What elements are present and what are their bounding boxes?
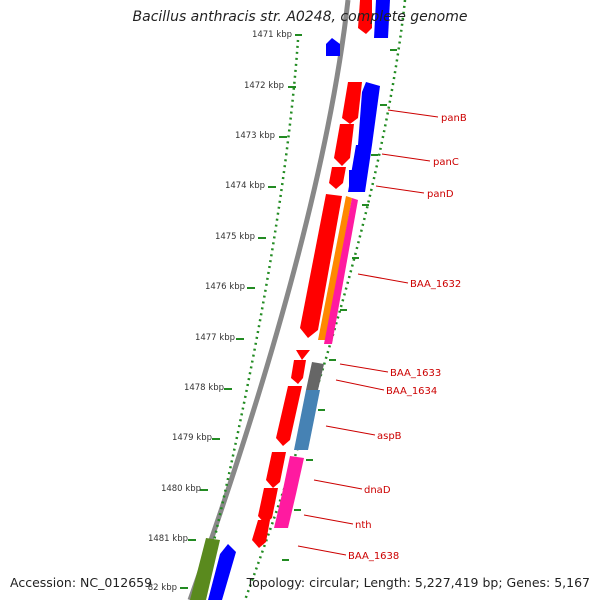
feature-arrow[interactable] — [276, 386, 302, 446]
gene-labels: panB panC panD BAA_1632 BAA_1633 BAA_163… — [348, 113, 467, 562]
gene-label-leaders — [297, 109, 439, 556]
feature-arrow[interactable] — [282, 456, 304, 494]
feature-arrow[interactable] — [208, 544, 236, 600]
inner-ruler — [198, 39, 300, 601]
feature-arrow[interactable] — [318, 196, 352, 340]
accession-label: Accession: NC_012659 — [10, 575, 153, 590]
gene-label[interactable]: BAA_1632 — [410, 279, 461, 290]
feature-arrow[interactable] — [334, 124, 354, 166]
tick-label: 1477 kbp — [195, 333, 235, 343]
gene-label[interactable]: nth — [355, 520, 372, 531]
feature-arrow[interactable] — [274, 494, 296, 528]
tick-label: 1478 kbp — [184, 383, 224, 393]
gene-label[interactable]: dnaD — [364, 485, 391, 496]
gene-label[interactable]: aspB — [377, 431, 402, 442]
gene-label[interactable]: BAA_1633 — [390, 368, 441, 379]
feature-arrow[interactable] — [329, 167, 346, 189]
feature-arrow[interactable] — [342, 82, 362, 124]
feature-arrow[interactable] — [300, 194, 342, 338]
gene-label[interactable]: panC — [433, 157, 459, 168]
ruler-tick-labels: 1471 kbp 1472 kbp 1473 kbp 1474 kbp 1475… — [148, 30, 292, 593]
gene-label[interactable]: BAA_1638 — [348, 551, 399, 562]
tick-label: 1473 kbp — [235, 131, 275, 141]
gene-label[interactable]: panD — [427, 189, 454, 200]
feature-arrow[interactable] — [324, 198, 358, 344]
feature-arrow[interactable] — [374, 0, 390, 38]
tick-label: 1472 kbp — [244, 81, 284, 91]
feature-arrow[interactable] — [326, 38, 340, 56]
tick-label: 1476 kbp — [205, 282, 245, 292]
tick-label: 1474 kbp — [225, 181, 265, 191]
tick-label: 1479 kbp — [172, 433, 212, 443]
feature-arrow[interactable] — [358, 0, 372, 34]
feature-arrow[interactable] — [252, 520, 270, 548]
feature-arrow[interactable] — [258, 488, 278, 524]
feature-arrow[interactable] — [291, 360, 306, 384]
feature-arrow[interactable] — [349, 170, 363, 192]
genome-summary: Topology: circular; Length: 5,227,419 bp… — [246, 575, 590, 590]
tick-label: 1480 kbp — [161, 484, 201, 494]
feature-arrow[interactable] — [294, 390, 320, 450]
ruler-ticks — [180, 34, 397, 589]
tick-label: 1481 kbp — [148, 534, 188, 544]
gene-features[interactable] — [190, 0, 390, 600]
feature-arrow[interactable] — [296, 350, 310, 360]
outer-ruler — [243, 0, 407, 601]
tick-label: 82 kbp — [148, 583, 177, 593]
feature-arrow[interactable] — [190, 538, 220, 600]
backbone-arc — [187, 0, 351, 601]
tick-label: 1471 kbp — [252, 30, 292, 40]
feature-arrow[interactable] — [358, 82, 380, 145]
gene-label[interactable]: BAA_1634 — [386, 386, 437, 397]
feature-arrow[interactable] — [306, 362, 324, 390]
feature-arrow[interactable] — [266, 452, 286, 488]
gene-label[interactable]: panB — [441, 113, 467, 124]
genome-title: Bacillus anthracis str. A0248, complete … — [132, 9, 468, 25]
tick-label: 1475 kbp — [215, 232, 255, 242]
